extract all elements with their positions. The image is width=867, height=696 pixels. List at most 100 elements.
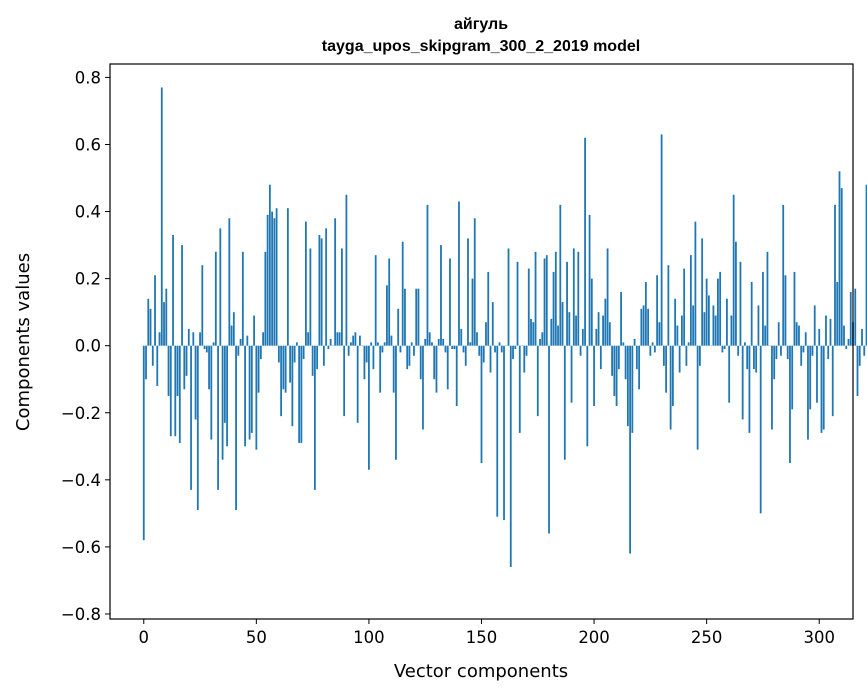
bar — [633, 338, 636, 346]
bar — [644, 281, 647, 346]
bar — [300, 345, 303, 443]
bar — [169, 345, 172, 437]
y-tick-label: −0.8 — [61, 605, 101, 624]
bar — [563, 345, 566, 460]
bar — [343, 345, 346, 417]
x-tick-label: 150 — [466, 628, 498, 647]
bar — [151, 345, 154, 366]
bar — [527, 268, 530, 346]
bar — [746, 345, 749, 370]
bar — [482, 345, 485, 363]
bar — [577, 251, 580, 346]
bar — [757, 305, 760, 346]
bar — [678, 345, 681, 373]
bar — [154, 275, 156, 346]
bar — [383, 342, 386, 346]
bar — [365, 345, 368, 363]
x-tick-label: 0 — [139, 628, 150, 647]
bar — [464, 345, 467, 366]
bar — [674, 298, 677, 346]
x-tick-label: 250 — [691, 628, 723, 647]
bar — [440, 245, 442, 346]
bar — [406, 345, 409, 370]
bar — [223, 345, 226, 423]
bar — [462, 345, 465, 353]
bar — [820, 345, 823, 433]
bar — [748, 345, 751, 433]
bar — [687, 342, 690, 346]
bar — [789, 345, 791, 464]
y-tick-label: −0.4 — [61, 471, 101, 490]
bar — [575, 315, 577, 346]
bar — [532, 322, 535, 346]
bar — [732, 194, 735, 346]
bar — [712, 305, 715, 346]
bar — [388, 258, 391, 346]
bar — [359, 335, 361, 346]
bar — [145, 345, 147, 380]
bar — [318, 235, 321, 346]
bar — [635, 345, 638, 370]
bar — [322, 345, 325, 366]
y-tick-label: −0.6 — [61, 538, 101, 557]
bar — [840, 188, 843, 346]
bar — [401, 241, 404, 346]
bar — [431, 342, 433, 346]
bar — [629, 345, 631, 554]
bar — [593, 345, 595, 407]
bar — [478, 345, 481, 356]
bar — [467, 238, 469, 346]
bar — [606, 248, 609, 346]
bar — [723, 345, 726, 350]
bar — [766, 251, 769, 346]
bar — [613, 345, 616, 396]
bar — [248, 345, 251, 440]
bar — [257, 345, 260, 393]
bar — [599, 345, 602, 370]
bar — [354, 332, 357, 346]
bar — [415, 288, 418, 346]
bar — [485, 322, 487, 346]
bar — [523, 345, 526, 373]
bar — [386, 285, 388, 346]
bar — [399, 345, 402, 353]
bar — [178, 345, 181, 443]
bar — [744, 342, 746, 346]
bar — [255, 345, 258, 450]
y-tick-label: −0.2 — [61, 404, 101, 423]
bar — [755, 345, 758, 373]
bar — [858, 345, 861, 366]
y-tick-label: 0.2 — [75, 270, 101, 289]
x-axis-label: Vector components — [394, 661, 568, 682]
bar — [156, 345, 159, 386]
bar — [721, 345, 724, 353]
bar — [453, 345, 456, 350]
bar — [316, 345, 319, 370]
bar — [350, 342, 352, 346]
bar — [352, 335, 355, 346]
bar — [372, 345, 375, 370]
bar — [356, 345, 359, 423]
bar — [239, 338, 242, 346]
bar — [865, 184, 867, 346]
bar — [838, 171, 841, 346]
bar — [363, 345, 366, 380]
bar — [579, 345, 582, 356]
bar — [392, 345, 395, 393]
bar — [165, 288, 168, 346]
bar — [217, 345, 219, 490]
axis-ticks: 0 50 100 150 200 250 300 −0.8 −0.6 −0.4 −0.2 0.0 0.2… — [61, 68, 835, 647]
bar — [590, 278, 593, 346]
bar — [374, 255, 377, 346]
bar — [845, 345, 848, 350]
chart-title-line2: tayga_upos_skipgram_300_2_2019 model — [322, 38, 640, 55]
bar — [604, 298, 607, 346]
bar — [187, 328, 190, 346]
bar — [539, 338, 541, 346]
bar — [345, 194, 348, 346]
bar — [228, 218, 231, 346]
bar — [831, 345, 834, 417]
bar — [676, 325, 679, 346]
bar — [816, 345, 818, 403]
